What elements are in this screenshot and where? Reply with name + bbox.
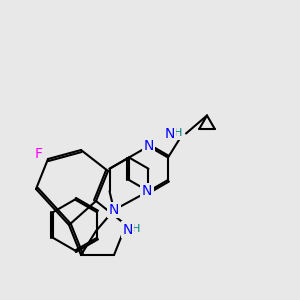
- Text: H: H: [174, 128, 183, 139]
- Text: F: F: [35, 148, 43, 161]
- Text: N: N: [143, 139, 154, 153]
- Text: N: N: [109, 203, 119, 217]
- Text: H: H: [132, 224, 141, 235]
- Text: N: N: [142, 184, 152, 198]
- Text: N: N: [122, 223, 133, 236]
- Text: N: N: [109, 203, 119, 217]
- Text: N: N: [164, 127, 175, 140]
